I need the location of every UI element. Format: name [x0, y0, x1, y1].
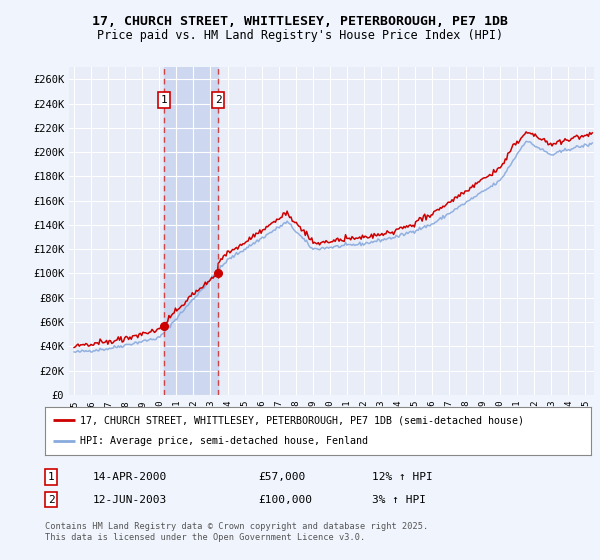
Text: 14-APR-2000: 14-APR-2000: [93, 472, 167, 482]
Text: 2: 2: [47, 494, 55, 505]
Text: 2: 2: [215, 95, 221, 105]
Text: Contains HM Land Registry data © Crown copyright and database right 2025.: Contains HM Land Registry data © Crown c…: [45, 522, 428, 531]
Text: 17, CHURCH STREET, WHITTLESEY, PETERBOROUGH, PE7 1DB: 17, CHURCH STREET, WHITTLESEY, PETERBORO…: [92, 15, 508, 28]
Text: 3% ↑ HPI: 3% ↑ HPI: [372, 494, 426, 505]
Text: 1: 1: [47, 472, 55, 482]
Text: 17, CHURCH STREET, WHITTLESEY, PETERBOROUGH, PE7 1DB (semi-detached house): 17, CHURCH STREET, WHITTLESEY, PETERBORO…: [80, 416, 524, 426]
Text: This data is licensed under the Open Government Licence v3.0.: This data is licensed under the Open Gov…: [45, 533, 365, 542]
Text: 1: 1: [161, 95, 167, 105]
Text: £100,000: £100,000: [258, 494, 312, 505]
Text: 12% ↑ HPI: 12% ↑ HPI: [372, 472, 433, 482]
Bar: [164, 67, 218, 395]
Text: £57,000: £57,000: [258, 472, 305, 482]
Text: Price paid vs. HM Land Registry's House Price Index (HPI): Price paid vs. HM Land Registry's House …: [97, 29, 503, 42]
Text: HPI: Average price, semi-detached house, Fenland: HPI: Average price, semi-detached house,…: [80, 436, 368, 446]
Text: 12-JUN-2003: 12-JUN-2003: [93, 494, 167, 505]
